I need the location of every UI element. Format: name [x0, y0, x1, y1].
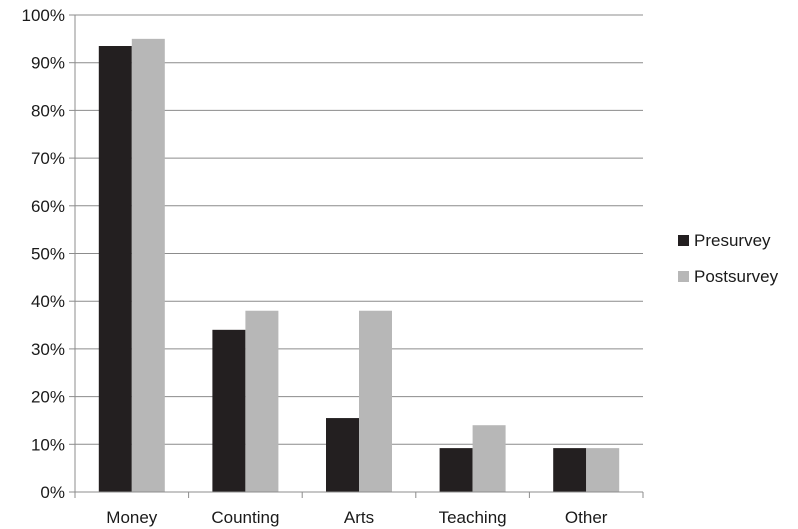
axes — [69, 14, 644, 498]
x-tick-labels: Money Counting Arts Teaching Other — [106, 508, 608, 527]
bar-presurvey-counting — [212, 329, 246, 492]
y-tick-label: 40% — [31, 292, 65, 311]
bar-postsurvey-arts — [359, 310, 392, 492]
legend-swatch — [678, 235, 689, 246]
y-tick-label: 90% — [31, 54, 65, 73]
bars — [98, 38, 620, 492]
x-tick-label: Teaching — [439, 508, 507, 527]
gridlines — [75, 14, 643, 445]
y-tick-labels: 0% 10% 20% 30% 40% 50% 60% 70% 80% 90% 100% — [22, 6, 65, 502]
bar-presurvey-other — [553, 448, 587, 492]
bar-postsurvey-other — [586, 448, 620, 492]
legend: Presurvey Postsurvey — [678, 231, 779, 286]
legend-label: Postsurvey — [694, 267, 779, 286]
x-tick-label: Other — [565, 508, 608, 527]
y-tick-label: 60% — [31, 197, 65, 216]
bar-postsurvey-teaching — [472, 425, 506, 492]
bar-postsurvey-money — [131, 38, 165, 492]
y-tick-label: 20% — [31, 388, 65, 407]
y-tick-label: 10% — [31, 435, 65, 454]
y-tick-label: 70% — [31, 149, 65, 168]
bar-presurvey-money — [98, 46, 132, 492]
bar-presurvey-arts — [326, 418, 359, 492]
x-tick-label: Money — [106, 508, 158, 527]
y-tick-label: 80% — [31, 101, 65, 120]
bar-presurvey-teaching — [439, 448, 473, 492]
x-tick-label: Counting — [211, 508, 279, 527]
y-tick-label: 0% — [40, 483, 65, 502]
y-tick-label: 50% — [31, 245, 65, 264]
y-tick-label: 100% — [22, 6, 65, 25]
legend-label: Presurvey — [694, 231, 771, 250]
bar-postsurvey-counting — [245, 310, 279, 492]
y-tick-label: 30% — [31, 340, 65, 359]
x-tick-label: Arts — [344, 508, 374, 527]
legend-swatch — [678, 271, 689, 282]
